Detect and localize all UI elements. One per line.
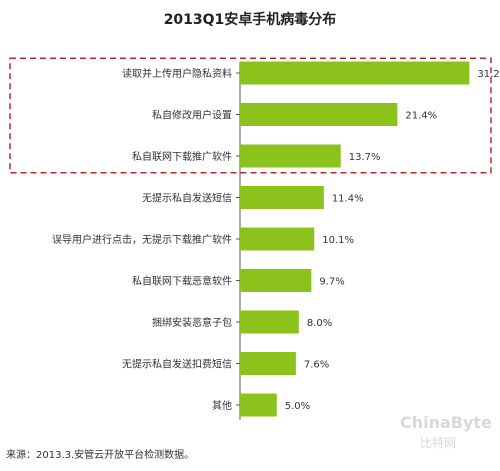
bar	[240, 144, 341, 168]
bar	[240, 310, 299, 334]
category-label: 捆绑安装恶意子包	[152, 316, 232, 329]
bars-layer: 读取并上传用户隐私资料 31.2% 私自修改用户设置 21.4% 私自联网下载推广软件 1…	[9, 57, 500, 420]
value-label: 5.0%	[285, 401, 310, 412]
bar	[240, 227, 315, 251]
value-label: 13.7%	[349, 152, 381, 163]
bar	[240, 393, 277, 417]
bar	[240, 269, 312, 292]
bar	[240, 103, 398, 126]
bar	[240, 186, 324, 209]
value-label: 11.4%	[332, 194, 364, 205]
value-label: 9.7%	[319, 277, 344, 288]
watermark-logo: ChinaByte	[400, 413, 492, 432]
category-label: 私自联网下载恶意软件	[132, 275, 232, 288]
watermark-subtext: 比特网	[420, 436, 457, 450]
bar	[240, 352, 296, 375]
category-label: 私自修改用户设置	[152, 109, 232, 122]
value-label: 21.4%	[405, 111, 437, 122]
highlight-box	[9, 57, 492, 174]
chart-title: 2013Q1安卓手机病毒分布	[164, 11, 337, 28]
bar	[240, 61, 470, 85]
value-label: 31.2%	[477, 69, 500, 80]
category-label: 无提示私自发送短信	[142, 192, 232, 205]
category-label: 私自联网下载推广软件	[132, 150, 232, 163]
value-label: 8.0%	[307, 318, 332, 329]
category-label: 其他	[212, 399, 232, 412]
category-label: 读取并上传用户隐私资料	[122, 67, 232, 80]
value-label: 10.1%	[322, 235, 354, 246]
category-label: 误导用户进行点击，无提示下载推广软件	[52, 233, 232, 246]
source-note: 来源：2013.3.安管云开放平台检测数据。	[6, 450, 195, 461]
category-label: 无提示私自发送扣费短信	[122, 358, 232, 371]
value-label: 7.6%	[304, 360, 329, 371]
